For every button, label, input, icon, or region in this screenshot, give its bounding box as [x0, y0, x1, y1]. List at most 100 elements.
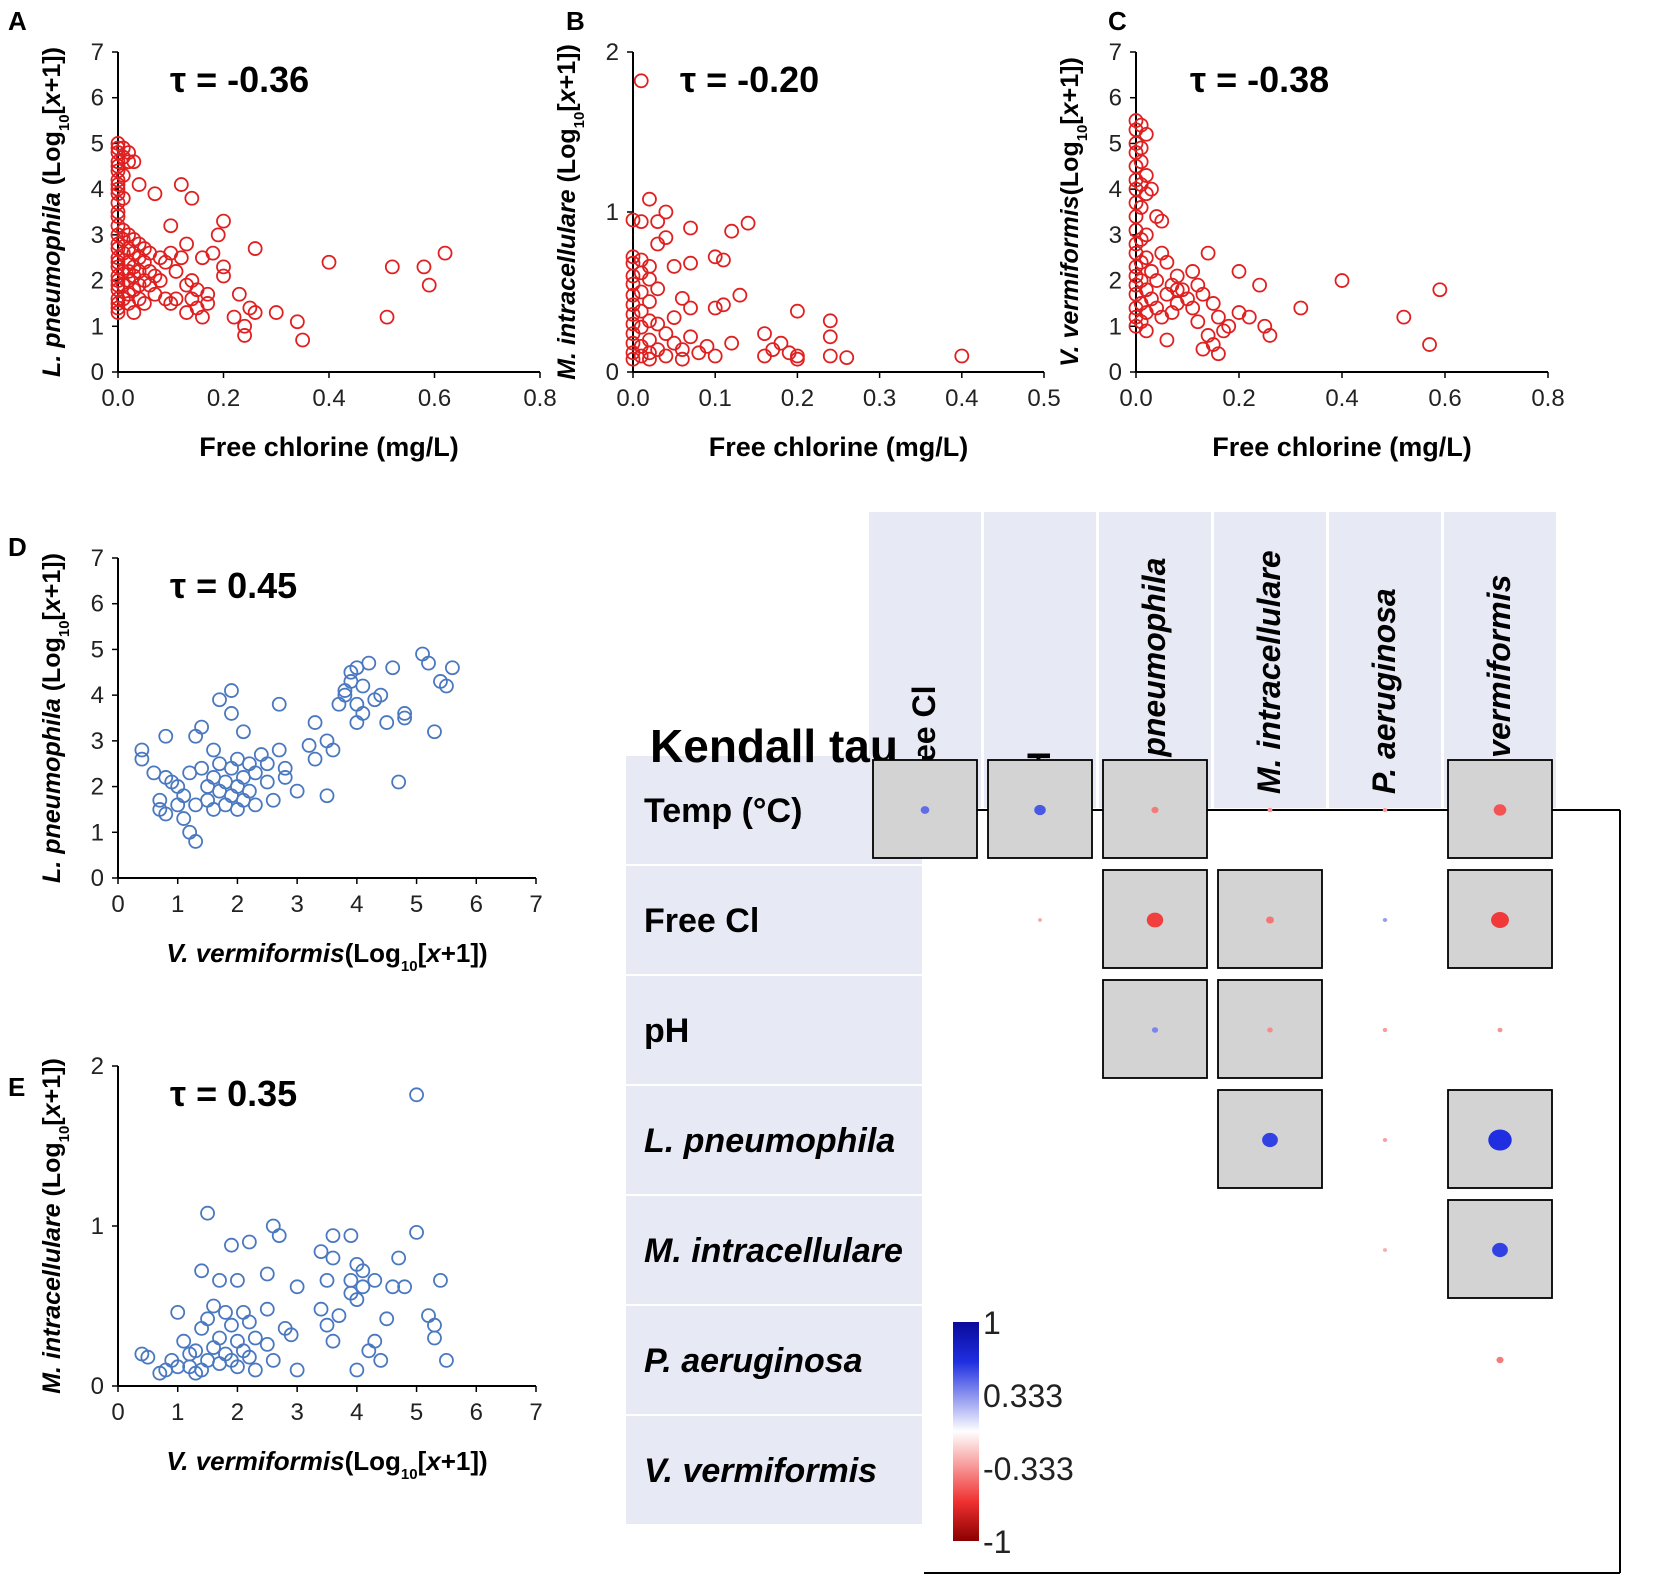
x-tick-label: 4 — [350, 891, 363, 918]
tau-circle — [1382, 917, 1388, 923]
data-point — [289, 314, 305, 330]
panel-letter-b: B — [566, 6, 585, 36]
tau-circle — [1382, 807, 1388, 813]
data-point — [176, 811, 192, 826]
data-point — [136, 296, 152, 311]
scatter-panel-a: 0 1 2 3 4 5 6 7 0.0 0.2 0.4 0.6 0.8 Free chlorine (mg… — [38, 39, 557, 462]
y-label-log: (Log — [38, 1142, 66, 1203]
column-header-bg — [1214, 512, 1326, 808]
y-label-end: +1]) — [38, 1058, 66, 1103]
data-point — [707, 249, 723, 265]
data-point — [1221, 318, 1237, 334]
data-point — [259, 1301, 275, 1317]
data-point — [277, 770, 293, 785]
panel-letter-c: C — [1108, 6, 1127, 36]
data-point — [212, 1273, 227, 1288]
y-label-log: (Log — [38, 131, 66, 192]
data-point — [313, 1301, 329, 1317]
y-tick-label: 2 — [91, 774, 104, 801]
y-tick-label: 5 — [91, 636, 104, 663]
data-point — [1216, 323, 1231, 339]
data-point — [200, 792, 215, 808]
x-tick-label: 0.0 — [616, 385, 649, 412]
data-point — [247, 305, 263, 320]
data-point — [242, 300, 258, 316]
data-point — [253, 747, 269, 762]
data-point — [271, 696, 287, 712]
data-point — [1159, 332, 1175, 348]
data-point — [1190, 314, 1206, 330]
y-tick-label: 0 — [1109, 359, 1122, 386]
colorbar-label: -1 — [983, 1524, 1011, 1560]
x-label-subscript: 10 — [401, 1466, 418, 1483]
tau-annotation: τ = 0.45 — [170, 565, 297, 606]
data-point — [1138, 186, 1154, 202]
data-point — [1133, 200, 1149, 215]
data-point — [790, 348, 805, 364]
x-tick-label: 7 — [529, 891, 542, 918]
colorbar — [953, 1322, 979, 1541]
data-point — [625, 268, 641, 284]
data-point — [115, 222, 131, 238]
tau-circle — [1146, 912, 1164, 928]
data-point — [625, 316, 641, 332]
data-point — [152, 273, 168, 288]
data-point — [642, 191, 657, 207]
data-point — [790, 303, 805, 319]
y-label-subscript: 10 — [56, 1126, 73, 1143]
data-point — [301, 738, 317, 753]
data-point — [277, 760, 293, 776]
data-point — [115, 140, 131, 156]
x-tick-label: 1 — [171, 891, 184, 918]
y-tick-label: 2 — [91, 268, 104, 295]
data-point — [1149, 209, 1164, 224]
data-point — [1211, 309, 1226, 325]
data-point — [642, 294, 657, 310]
data-point — [110, 209, 126, 224]
y-label-log: (Log — [1056, 141, 1084, 195]
data-point — [1128, 136, 1144, 151]
data-point — [1128, 113, 1144, 128]
data-point — [313, 1244, 329, 1259]
data-point — [379, 1311, 395, 1327]
data-point — [188, 728, 204, 744]
y-axis-label: V. vermiformis(Log10[x+1]) — [1056, 57, 1091, 367]
data-point — [343, 1228, 359, 1243]
kendall-heatmap: Free Cl pH L. pneumophila M. intracellulare… — [626, 512, 1621, 1574]
tau-circle — [1034, 804, 1046, 816]
data-point — [182, 824, 198, 840]
data-point — [158, 291, 173, 307]
data-point — [319, 1317, 335, 1333]
y-tick-label: 1 — [1109, 313, 1122, 340]
data-point — [367, 1273, 383, 1288]
x-tick-label: 0.2 — [207, 385, 240, 412]
data-point — [179, 236, 194, 252]
data-point — [210, 227, 226, 243]
data-point — [158, 806, 174, 822]
data-point — [241, 1349, 257, 1365]
y-tick-label: 7 — [91, 39, 104, 66]
column-header-label: P. aeruginosa — [1366, 588, 1402, 794]
y-tick-label: 1 — [91, 313, 104, 340]
data-point — [625, 335, 641, 351]
data-point — [188, 1343, 204, 1359]
scatter-panel-b: 0 1 2 0.0 0.1 0.2 0.3 0.4 0.5 Free chlorine (mg/L… — [553, 39, 1061, 462]
data-point — [349, 1362, 365, 1378]
y-tick-label: 2 — [1109, 268, 1122, 295]
data-point — [307, 715, 323, 730]
tau-annotation: τ = -0.36 — [170, 59, 309, 100]
row-header-bg — [626, 1086, 922, 1194]
data-point — [1138, 250, 1154, 266]
data-point — [1138, 323, 1154, 339]
data-point — [707, 348, 723, 364]
data-point — [1149, 273, 1164, 288]
data-point — [716, 252, 731, 268]
y-tick-label: 7 — [1109, 39, 1122, 66]
y-label-var: x — [38, 597, 66, 614]
data-point — [1211, 346, 1226, 362]
data-point — [325, 1228, 341, 1243]
data-point — [235, 1305, 251, 1320]
data-point — [1138, 227, 1154, 243]
y-tick-label: 2 — [606, 39, 619, 66]
data-point — [379, 715, 395, 730]
